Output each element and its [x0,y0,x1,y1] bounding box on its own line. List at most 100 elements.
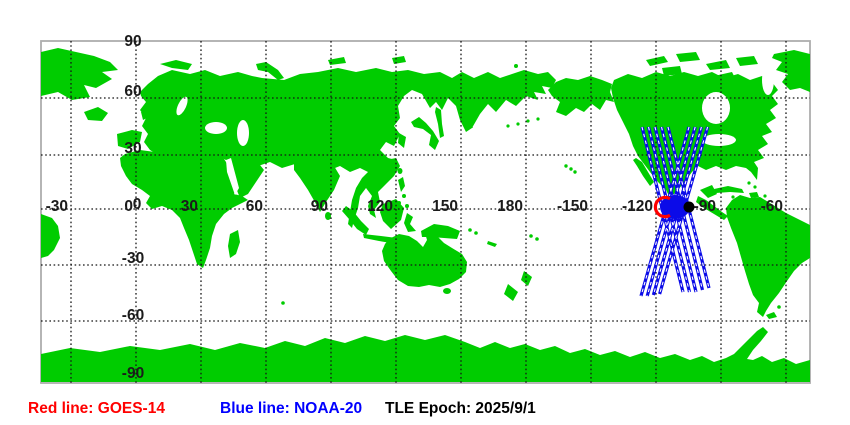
land-philippine-is3 [405,204,409,208]
lon-label--150: -150 [557,198,588,215]
land-brazil-wrap-strip [41,214,60,258]
land-cuba [714,186,744,193]
land-nz-south [504,284,518,301]
legend-red-line: Red line: GOES-14 [28,400,165,417]
land-japan [411,117,439,150]
noaa20-dash-asc-1 [640,126,690,297]
land-sulawesi [404,213,416,232]
land-solomon1 [468,228,472,232]
land-aleutian2 [516,122,520,126]
water-baltic [176,96,188,116]
lon-label--30: -30 [46,198,68,215]
lat-label-30: 30 [124,140,141,157]
land-yucatan [700,185,717,198]
water-black-sea [205,122,227,134]
latitude-labels: 90 60 30 0 -30 -60 -90 [122,33,144,382]
land-central-america [696,196,728,220]
land-eurasia [140,68,556,176]
subpoint-black-dot [683,201,695,213]
land-india [294,158,340,212]
land-antarctica [41,327,810,382]
land-hawaii3 [573,170,577,174]
land-novaya-zemlya [256,62,284,80]
lon-label-0: 0 [124,198,133,215]
noaa20-position-blob [660,195,690,219]
land-hispaniola [749,192,759,198]
land-sri-lanka [325,212,331,220]
lon-label-90: 90 [311,198,328,215]
land-aleutian3 [526,119,530,123]
land-philippines [398,177,405,192]
land-korea [398,133,406,148]
lon-label-30: 30 [181,198,198,215]
land-wrangel [514,64,518,68]
water-caspian [237,120,249,146]
land-tasmania [443,288,451,294]
legend-tle-epoch: TLE Epoch: 2025/9/1 [385,400,536,417]
land-arctic-island5 [736,56,758,66]
legend-blue-line: Blue line: NOAA-20 [220,400,362,417]
land-philippine-is1 [402,194,406,198]
land-greenland-west [41,48,118,100]
land-jamaica [731,195,735,199]
land-baja [633,158,654,186]
land-south-america [726,195,810,317]
land-sumatra [342,206,369,235]
land-borneo [380,199,404,229]
land-sakhalin [435,107,444,138]
land-new-caledonia [487,241,497,247]
land-arctic-island4 [662,66,682,76]
lon-label-150: 150 [432,198,458,215]
land-indochina [348,158,400,228]
water-hudson-bay [702,92,730,124]
longitude-labels: -30 0 30 60 90 120 150 180 -150 -120 -90… [46,198,783,215]
land-madagascar [228,230,240,258]
land-falklands [777,305,781,309]
land-svalbard [160,60,192,70]
land-severnaya-zemlya [328,57,346,65]
lon-label-180: 180 [497,198,523,215]
land-australia [382,229,467,287]
land-hawaii1 [564,164,568,168]
lat-label--30: -30 [122,250,144,267]
land-scandinavia [150,82,182,120]
land-taiwan [397,168,403,174]
land-iceland [84,107,108,121]
land-bahamas2 [753,185,757,189]
lat-label--90: -90 [122,365,144,382]
lat-label-60: 60 [124,83,141,100]
land-puerto-rico [763,194,767,198]
water-red-sea [226,158,239,195]
land-arctic-island1 [646,56,668,66]
land-bahamas1 [747,181,751,185]
land-hawaii2 [569,167,573,171]
noaa20-dash-asc-2 [646,126,696,297]
land-alaska [548,76,614,116]
land-nz-north [521,271,532,286]
land-solomon2 [474,231,478,235]
land-aleutian1 [506,124,510,128]
land-fiji2 [535,237,539,241]
land-tierra-del-fuego [766,312,777,319]
land-arctic-island6 [714,72,736,82]
lon-label--90: -90 [694,198,716,215]
land-arctic-island2 [676,52,700,62]
land-arctic-island3 [706,60,730,70]
lat-label-90: 90 [124,33,141,50]
goes14-red-circle-marker [653,195,671,219]
water-great-lakes [702,134,736,146]
legend: Red line: GOES-14 Blue line: NOAA-20 TLE… [28,400,536,417]
lon-label-60: 60 [246,198,263,215]
lon-label--60: -60 [761,198,783,215]
lon-label--120: -120 [622,198,653,215]
water-overlays [176,65,774,195]
lon-label-120: 120 [367,198,393,215]
land-fiji1 [529,234,533,238]
land-aleutian4 [536,117,540,121]
lat-label-0: 0 [133,196,142,213]
lat-label--60: -60 [122,307,144,324]
water-baffin-bay [762,65,774,95]
land-greenland-east [772,50,810,92]
